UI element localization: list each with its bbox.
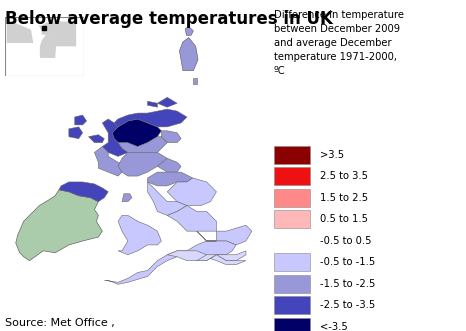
Polygon shape	[103, 119, 128, 156]
Polygon shape	[89, 135, 104, 143]
Polygon shape	[216, 251, 246, 260]
Bar	[274, 167, 310, 185]
Text: Below average temperatures in UK: Below average temperatures in UK	[5, 10, 333, 28]
Text: <-3.5: <-3.5	[320, 322, 348, 331]
Polygon shape	[114, 109, 187, 127]
Polygon shape	[211, 255, 246, 264]
Polygon shape	[148, 101, 158, 107]
Text: -1.5 to -2.5: -1.5 to -2.5	[320, 279, 375, 289]
Polygon shape	[158, 97, 177, 107]
Polygon shape	[167, 251, 206, 260]
Polygon shape	[69, 127, 82, 139]
Polygon shape	[59, 182, 108, 202]
Text: 1.5 to 2.5: 1.5 to 2.5	[320, 193, 368, 203]
Polygon shape	[16, 190, 103, 260]
Text: 2.5 to 3.5: 2.5 to 3.5	[320, 171, 368, 181]
Polygon shape	[118, 153, 167, 176]
Bar	[274, 296, 310, 314]
Text: -0.5 to 0.5: -0.5 to 0.5	[320, 236, 371, 246]
Text: 0.5 to 1.5: 0.5 to 1.5	[320, 214, 368, 224]
Bar	[274, 318, 310, 331]
Text: >3.5: >3.5	[320, 150, 344, 160]
Polygon shape	[167, 206, 216, 231]
Polygon shape	[39, 23, 53, 35]
Polygon shape	[122, 194, 132, 202]
Polygon shape	[193, 78, 197, 84]
Polygon shape	[75, 115, 87, 125]
Bar	[274, 189, 310, 207]
Polygon shape	[7, 23, 33, 43]
Polygon shape	[51, 22, 76, 46]
Bar	[274, 210, 310, 228]
Text: Difference in temperature
between December 2009
and average December
temperature: Difference in temperature between Decemb…	[274, 10, 404, 76]
Polygon shape	[187, 255, 216, 260]
Polygon shape	[216, 225, 252, 245]
Text: Source: Met Office ,: Source: Met Office ,	[5, 318, 115, 328]
Polygon shape	[161, 131, 181, 143]
Text: -0.5 to -1.5: -0.5 to -1.5	[320, 257, 375, 267]
Polygon shape	[179, 37, 198, 71]
Polygon shape	[158, 158, 181, 172]
Text: -2.5 to -3.5: -2.5 to -3.5	[320, 300, 375, 310]
Polygon shape	[187, 231, 236, 260]
Polygon shape	[118, 215, 161, 255]
Polygon shape	[167, 178, 216, 206]
Polygon shape	[118, 137, 167, 153]
Bar	[274, 275, 310, 293]
Bar	[274, 146, 310, 164]
Polygon shape	[185, 26, 193, 35]
Polygon shape	[148, 172, 193, 186]
Bar	[274, 253, 310, 271]
Polygon shape	[112, 119, 161, 147]
Polygon shape	[104, 251, 187, 284]
Polygon shape	[95, 147, 128, 176]
Polygon shape	[148, 182, 187, 215]
Bar	[274, 232, 310, 250]
Polygon shape	[40, 34, 56, 58]
